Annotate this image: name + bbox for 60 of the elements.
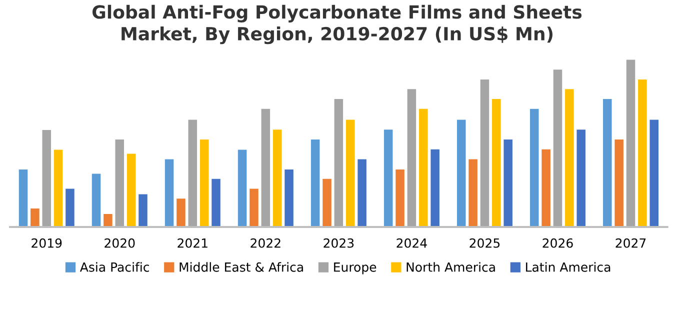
bar — [30, 208, 40, 228]
bar — [92, 174, 101, 228]
x-tick-label: 2021 — [178, 238, 208, 248]
bar — [18, 169, 28, 228]
bar — [188, 120, 198, 228]
x-tick-label: 2019 — [32, 238, 62, 248]
bar — [530, 108, 539, 228]
bar — [626, 60, 636, 228]
bar — [638, 79, 647, 228]
bar — [66, 188, 74, 228]
bar — [346, 120, 355, 228]
bar — [396, 169, 404, 228]
bar — [310, 140, 320, 228]
x-tick-label: 2025 — [470, 238, 500, 248]
bar — [250, 188, 258, 228]
bar — [430, 149, 440, 228]
bar — [200, 140, 209, 228]
bar — [272, 130, 282, 228]
bar — [138, 194, 148, 228]
bar — [358, 159, 366, 228]
bar — [238, 150, 247, 228]
legend-label: Europe — [334, 262, 376, 274]
bar — [104, 214, 112, 228]
x-tick-label: 2027 — [616, 238, 646, 248]
bar — [576, 130, 586, 228]
bar — [261, 108, 270, 228]
bar — [614, 140, 624, 228]
bar — [42, 130, 51, 228]
bar — [176, 198, 186, 228]
bar — [334, 99, 344, 228]
bar — [542, 149, 550, 228]
bar — [492, 99, 501, 228]
bar — [322, 178, 332, 228]
bar — [553, 70, 562, 228]
chart-title: Global Anti-Fog Polycarbonate Films and Sheets Market, By Region, 2019-2027 (In US$ Mn) — [92, 4, 582, 44]
bar — [115, 140, 124, 228]
bar — [480, 79, 490, 228]
bar — [565, 89, 574, 228]
bar — [650, 120, 658, 228]
legend-label: North America — [406, 262, 495, 272]
legend-label: Latin America — [526, 262, 610, 272]
bar — [603, 99, 612, 228]
bar — [284, 169, 294, 228]
x-tick-label: 2020 — [104, 238, 135, 248]
x-tick-label: 2026 — [542, 238, 573, 248]
bar — [54, 150, 63, 228]
bar — [164, 159, 174, 228]
bar — [126, 154, 136, 228]
x-tick-label: 2022 — [250, 238, 280, 248]
x-tick-label: 2024 — [396, 238, 427, 248]
bar — [456, 120, 466, 228]
x-tick-label: 2023 — [324, 238, 354, 248]
bar — [419, 108, 428, 228]
bar — [407, 89, 416, 228]
bar — [504, 140, 512, 228]
legend-label: Asia Pacific — [80, 262, 149, 272]
bar — [468, 159, 478, 228]
bar — [212, 178, 220, 228]
legend-label: Middle East & Africa — [180, 262, 303, 272]
bar — [384, 130, 393, 228]
